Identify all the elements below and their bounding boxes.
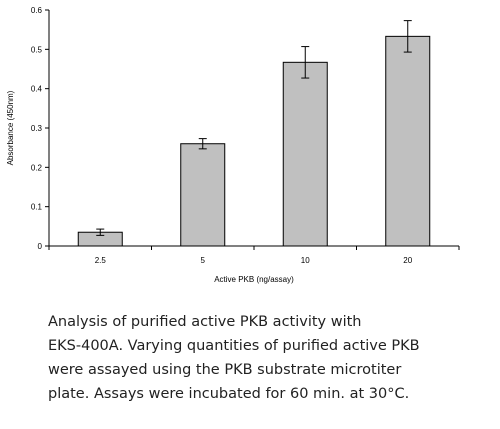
y-ticks-layer: 0 0.1 0.2 0.3 0.4 0.5 0.6: [31, 6, 49, 251]
error-bar-5: [198, 138, 207, 150]
y-tick-label: 0.6: [31, 6, 43, 15]
error-bar-10: [301, 46, 310, 79]
error-bar-2.5: [96, 228, 105, 236]
y-tick-label: 0.5: [31, 45, 43, 54]
bar-20: [385, 35, 431, 247]
bars-layer: [77, 35, 431, 247]
bar-5: [180, 143, 226, 247]
y-tick-label: 0.4: [31, 85, 43, 94]
y-axis-title: Absorbance (450nm): [6, 90, 15, 165]
x-axis-title: Active PKB (ng/assay): [214, 275, 294, 284]
x-ticks-layer: 2.5 5 10 20: [48, 246, 460, 265]
y-tick-label: 0: [38, 242, 43, 251]
caption-line-1: Analysis of purified active PKB activity…: [48, 314, 362, 330]
y-tick-label: 0.3: [31, 124, 43, 133]
x-tick-label: 10: [301, 256, 310, 265]
caption-line-2: EKS-400A. Varying quantities of purified…: [48, 338, 420, 354]
bar-10: [282, 61, 328, 247]
y-tick-label: 0.1: [31, 203, 43, 212]
caption-line-4: plate. Assays were incubated for 60 min.…: [48, 386, 410, 402]
figure-caption: Analysis of purified active PKB activity…: [48, 310, 496, 406]
y-tick-label: 0.2: [31, 163, 43, 172]
error-bars-layer: [96, 20, 412, 236]
error-bar-20: [403, 20, 412, 53]
x-tick-label: 2.5: [95, 256, 107, 265]
caption-line-3: were assayed using the PKB substrate mic…: [48, 362, 402, 378]
x-tick-label: 5: [201, 256, 206, 265]
bar-chart: 0 0.1 0.2 0.3 0.4 0.5 0.6 2.5 5 10 20 Active PKB …: [6, 6, 460, 284]
x-tick-label: 20: [403, 256, 412, 265]
